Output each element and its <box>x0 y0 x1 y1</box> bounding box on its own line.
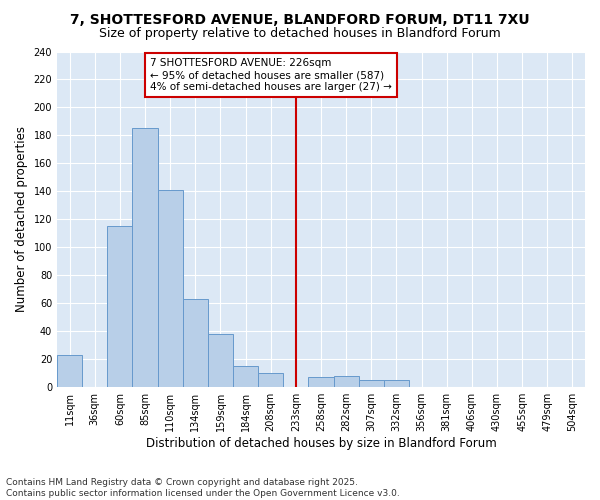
Bar <box>233 366 258 387</box>
X-axis label: Distribution of detached houses by size in Blandford Forum: Distribution of detached houses by size … <box>146 437 496 450</box>
Text: Size of property relative to detached houses in Blandford Forum: Size of property relative to detached ho… <box>99 28 501 40</box>
Bar <box>208 334 233 387</box>
Bar <box>258 373 283 387</box>
Y-axis label: Number of detached properties: Number of detached properties <box>15 126 28 312</box>
Text: Contains HM Land Registry data © Crown copyright and database right 2025.
Contai: Contains HM Land Registry data © Crown c… <box>6 478 400 498</box>
Bar <box>334 376 359 387</box>
Text: 7, SHOTTESFORD AVENUE, BLANDFORD FORUM, DT11 7XU: 7, SHOTTESFORD AVENUE, BLANDFORD FORUM, … <box>70 12 530 26</box>
Bar <box>158 190 183 387</box>
Bar <box>107 226 133 387</box>
Text: 7 SHOTTESFORD AVENUE: 226sqm
← 95% of detached houses are smaller (587)
4% of se: 7 SHOTTESFORD AVENUE: 226sqm ← 95% of de… <box>150 58 392 92</box>
Bar <box>133 128 158 387</box>
Bar <box>183 299 208 387</box>
Bar <box>359 380 384 387</box>
Bar <box>384 380 409 387</box>
Bar <box>57 355 82 387</box>
Bar <box>308 378 334 387</box>
